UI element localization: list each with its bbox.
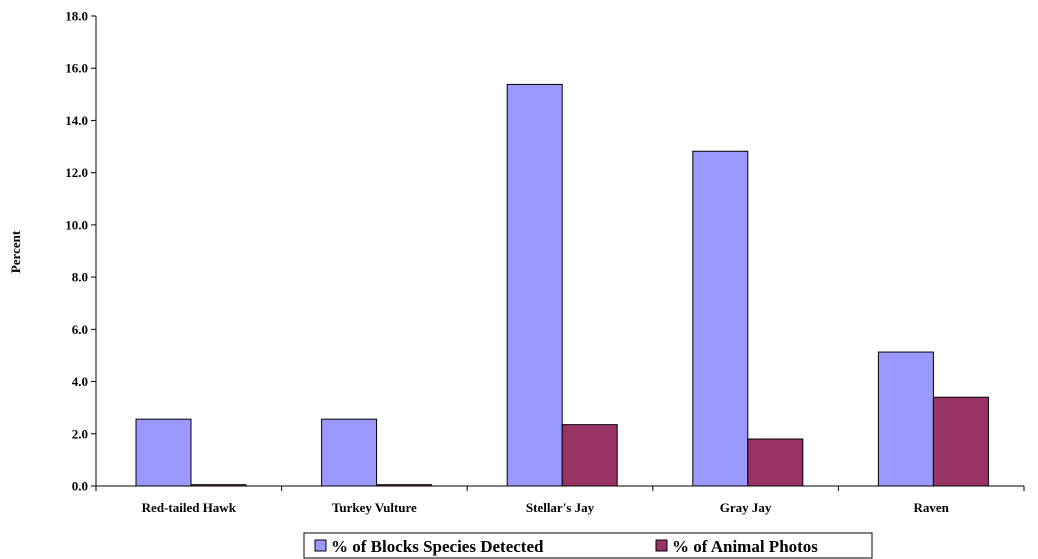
- x-category-label: Gray Jay: [720, 500, 772, 515]
- y-tick-label: 4.0: [72, 374, 88, 389]
- y-tick-label: 10.0: [65, 217, 88, 232]
- y-tick-label: 12.0: [65, 165, 88, 180]
- bar-blocks-detected: [877, 351, 934, 487]
- x-category-label: Turkey Vulture: [332, 500, 417, 515]
- bar-blocks-detected: [135, 418, 192, 487]
- y-tick-label: 14.0: [65, 113, 88, 128]
- x-category-label: Raven: [914, 500, 950, 515]
- bar-blocks-detected: [506, 83, 563, 487]
- legend-swatch-detected: [314, 539, 327, 552]
- bar-animal-photos: [747, 438, 804, 487]
- bar-blocks-detected: [321, 418, 378, 487]
- legend-label-detected: % of Blocks Species Detected: [331, 537, 544, 556]
- bar-blocks-detected: [692, 150, 749, 487]
- bar-animal-photos: [932, 396, 989, 487]
- y-axis-title: Percent: [8, 230, 23, 273]
- y-tick-label: 0.0: [72, 479, 88, 494]
- y-ticks-group: 0.0 2.0 4.0 6.0 8.0 10.0 12.0 14.0 16.0 18.0: [65, 9, 96, 494]
- x-ticks-group: Red-tailed Hawk Turkey Vulture Stellar's J…: [95, 486, 1025, 515]
- y-tick-label: 8.0: [72, 270, 88, 285]
- y-tick-label: 18.0: [65, 9, 88, 24]
- legend-box: [303, 532, 873, 559]
- legend-label-photos: % of Animal Photos: [672, 537, 818, 556]
- legend-swatch-photos: [655, 539, 668, 552]
- x-category-label: Stellar's Jay: [526, 500, 595, 515]
- y-tick-label: 6.0: [72, 322, 88, 337]
- bars-group: [135, 83, 989, 487]
- legend: % of Blocks Species Detected % of Animal…: [303, 532, 873, 559]
- bar-animal-photos: [561, 424, 618, 487]
- y-tick-label: 2.0: [72, 426, 88, 441]
- x-category-label: Red-tailed Hawk: [142, 500, 237, 515]
- y-tick-label: 16.0: [65, 61, 88, 76]
